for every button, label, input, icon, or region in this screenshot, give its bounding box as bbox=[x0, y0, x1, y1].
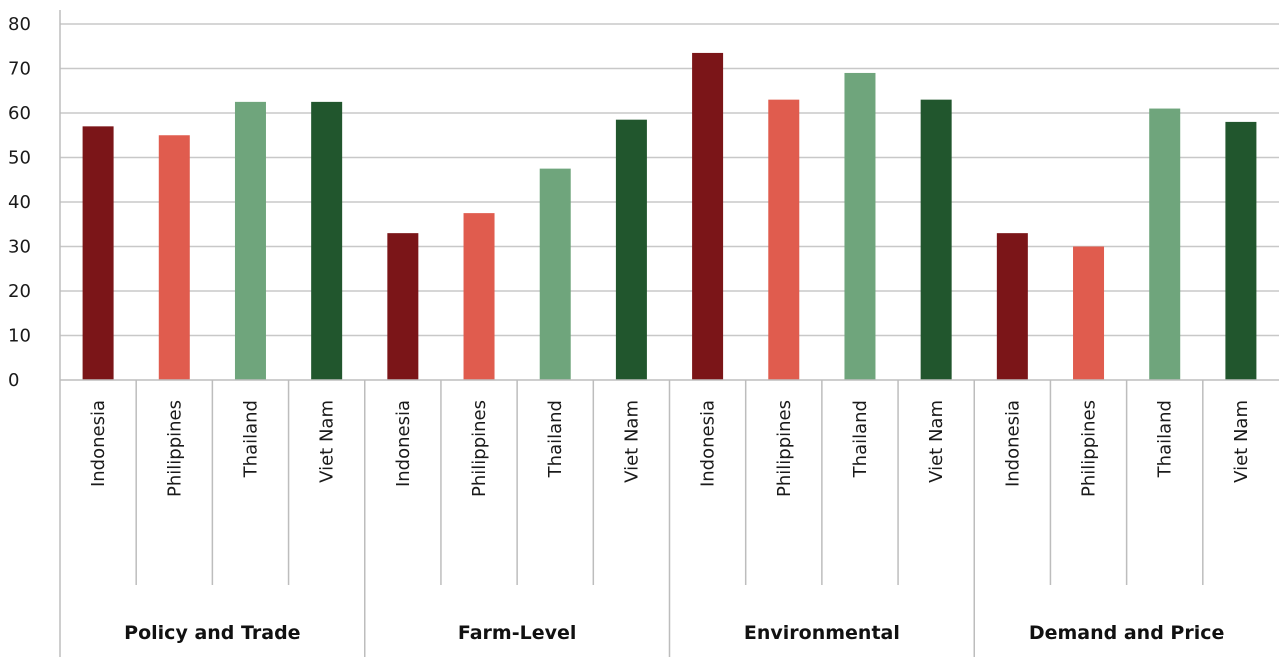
x-category-label: Viet Nam bbox=[1231, 400, 1252, 483]
y-axis-tick-labels: 0 10 20 30 40 50 60 70 80 bbox=[8, 14, 31, 391]
y-tick-label: 20 bbox=[8, 281, 31, 302]
x-category-label: Thailand bbox=[850, 400, 871, 478]
bar bbox=[311, 101, 343, 380]
x-group-label: Policy and Trade bbox=[124, 622, 300, 644]
y-tick-label: 10 bbox=[8, 326, 31, 347]
bar bbox=[844, 72, 876, 380]
y-tick-label: 80 bbox=[8, 14, 31, 35]
bar bbox=[768, 99, 800, 381]
x-category-label: Indonesia bbox=[88, 400, 109, 487]
x-group-label: Environmental bbox=[744, 622, 900, 644]
x-category-label: Viet Nam bbox=[317, 400, 338, 483]
bar bbox=[1149, 108, 1181, 381]
x-category-label: Indonesia bbox=[698, 400, 719, 487]
x-category-label: Thailand bbox=[545, 400, 566, 478]
bar bbox=[692, 52, 724, 381]
x-category-label: Philippines bbox=[164, 400, 185, 497]
x-category-label: Philippines bbox=[1079, 400, 1100, 497]
bar bbox=[1225, 121, 1257, 381]
x-category-label: Indonesia bbox=[393, 400, 414, 487]
x-category-label: Thailand bbox=[240, 400, 261, 478]
x-category-label: Viet Nam bbox=[926, 400, 947, 483]
x-axis-category-labels: Indonesia Philippines Thailand Viet Nam Poli… bbox=[88, 400, 1252, 644]
y-tick-label: 50 bbox=[8, 148, 31, 169]
bar bbox=[158, 135, 190, 380]
axes bbox=[59, 10, 1279, 657]
y-tick-label: 40 bbox=[8, 192, 31, 213]
bar bbox=[920, 99, 952, 381]
bar bbox=[539, 168, 571, 380]
x-category-label: Indonesia bbox=[1002, 400, 1023, 487]
bar bbox=[463, 213, 495, 380]
x-group-label: Farm-Level bbox=[458, 622, 577, 644]
bar bbox=[387, 233, 419, 380]
y-tick-label: 60 bbox=[8, 103, 31, 124]
x-category-label: Philippines bbox=[469, 400, 490, 497]
x-category-label: Thailand bbox=[1155, 400, 1176, 478]
bar bbox=[996, 233, 1028, 380]
x-category-label: Viet Nam bbox=[621, 400, 642, 483]
y-tick-label: 70 bbox=[8, 59, 31, 80]
y-tick-label: 0 bbox=[8, 370, 19, 391]
bar bbox=[234, 101, 266, 380]
x-group-label: Demand and Price bbox=[1029, 622, 1225, 644]
x-category-label: Philippines bbox=[774, 400, 795, 497]
bar bbox=[1073, 246, 1105, 380]
y-tick-label: 30 bbox=[8, 237, 31, 258]
bar bbox=[615, 119, 647, 381]
bar bbox=[82, 126, 114, 380]
bars bbox=[82, 52, 1257, 381]
